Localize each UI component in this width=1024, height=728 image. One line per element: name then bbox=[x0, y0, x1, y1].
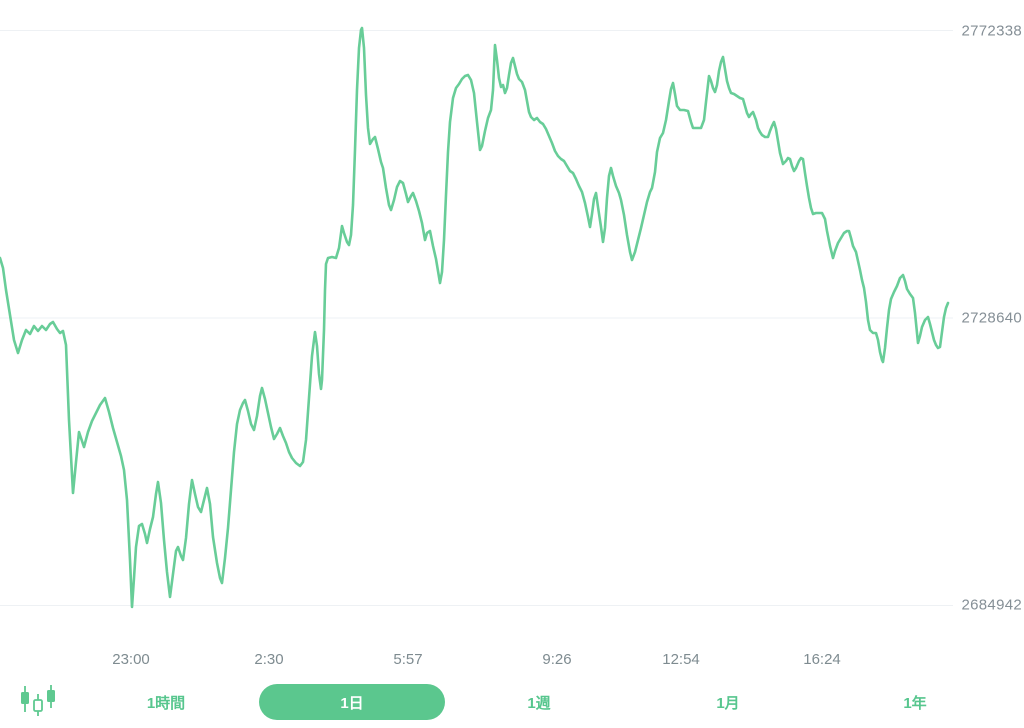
y-axis-price-label: 2728640 bbox=[961, 309, 1022, 327]
timeframe-button-1w[interactable]: 1週 bbox=[513, 684, 564, 720]
price-chart[interactable]: 2772338 2728640 2684942 bbox=[0, 0, 1024, 628]
x-axis-time-label: 5:57 bbox=[393, 651, 423, 668]
timeframe-button-1h[interactable]: 1時間 bbox=[133, 684, 199, 720]
x-axis-time-label: 12:54 bbox=[662, 651, 700, 668]
price-line bbox=[0, 26, 950, 609]
chart-type-button[interactable] bbox=[18, 685, 58, 719]
y-axis-price-label: 2684942 bbox=[961, 596, 1022, 614]
x-axis-time-label: 16:24 bbox=[803, 651, 841, 668]
gridlines bbox=[0, 30, 953, 606]
x-axis-time-label: 23:00 bbox=[112, 651, 150, 668]
timeframe-button-1y[interactable]: 1年 bbox=[889, 684, 940, 720]
x-axis: 23:00 2:30 5:57 9:26 12:54 16:24 bbox=[0, 651, 1024, 671]
x-axis-time-label: 2:30 bbox=[254, 651, 284, 668]
x-axis-time-label: 9:26 bbox=[542, 651, 572, 668]
timeframe-button-1m[interactable]: 1月 bbox=[702, 684, 753, 720]
timeframe-toolbar: 1時間 1日 1週 1月 1年 bbox=[0, 684, 1024, 722]
timeframe-button-1d[interactable]: 1日 bbox=[259, 684, 445, 720]
candlestick-chart-icon bbox=[21, 685, 55, 716]
y-axis-price-label: 2772338 bbox=[961, 22, 1022, 39]
price-chart-canvas[interactable] bbox=[0, 0, 1024, 628]
